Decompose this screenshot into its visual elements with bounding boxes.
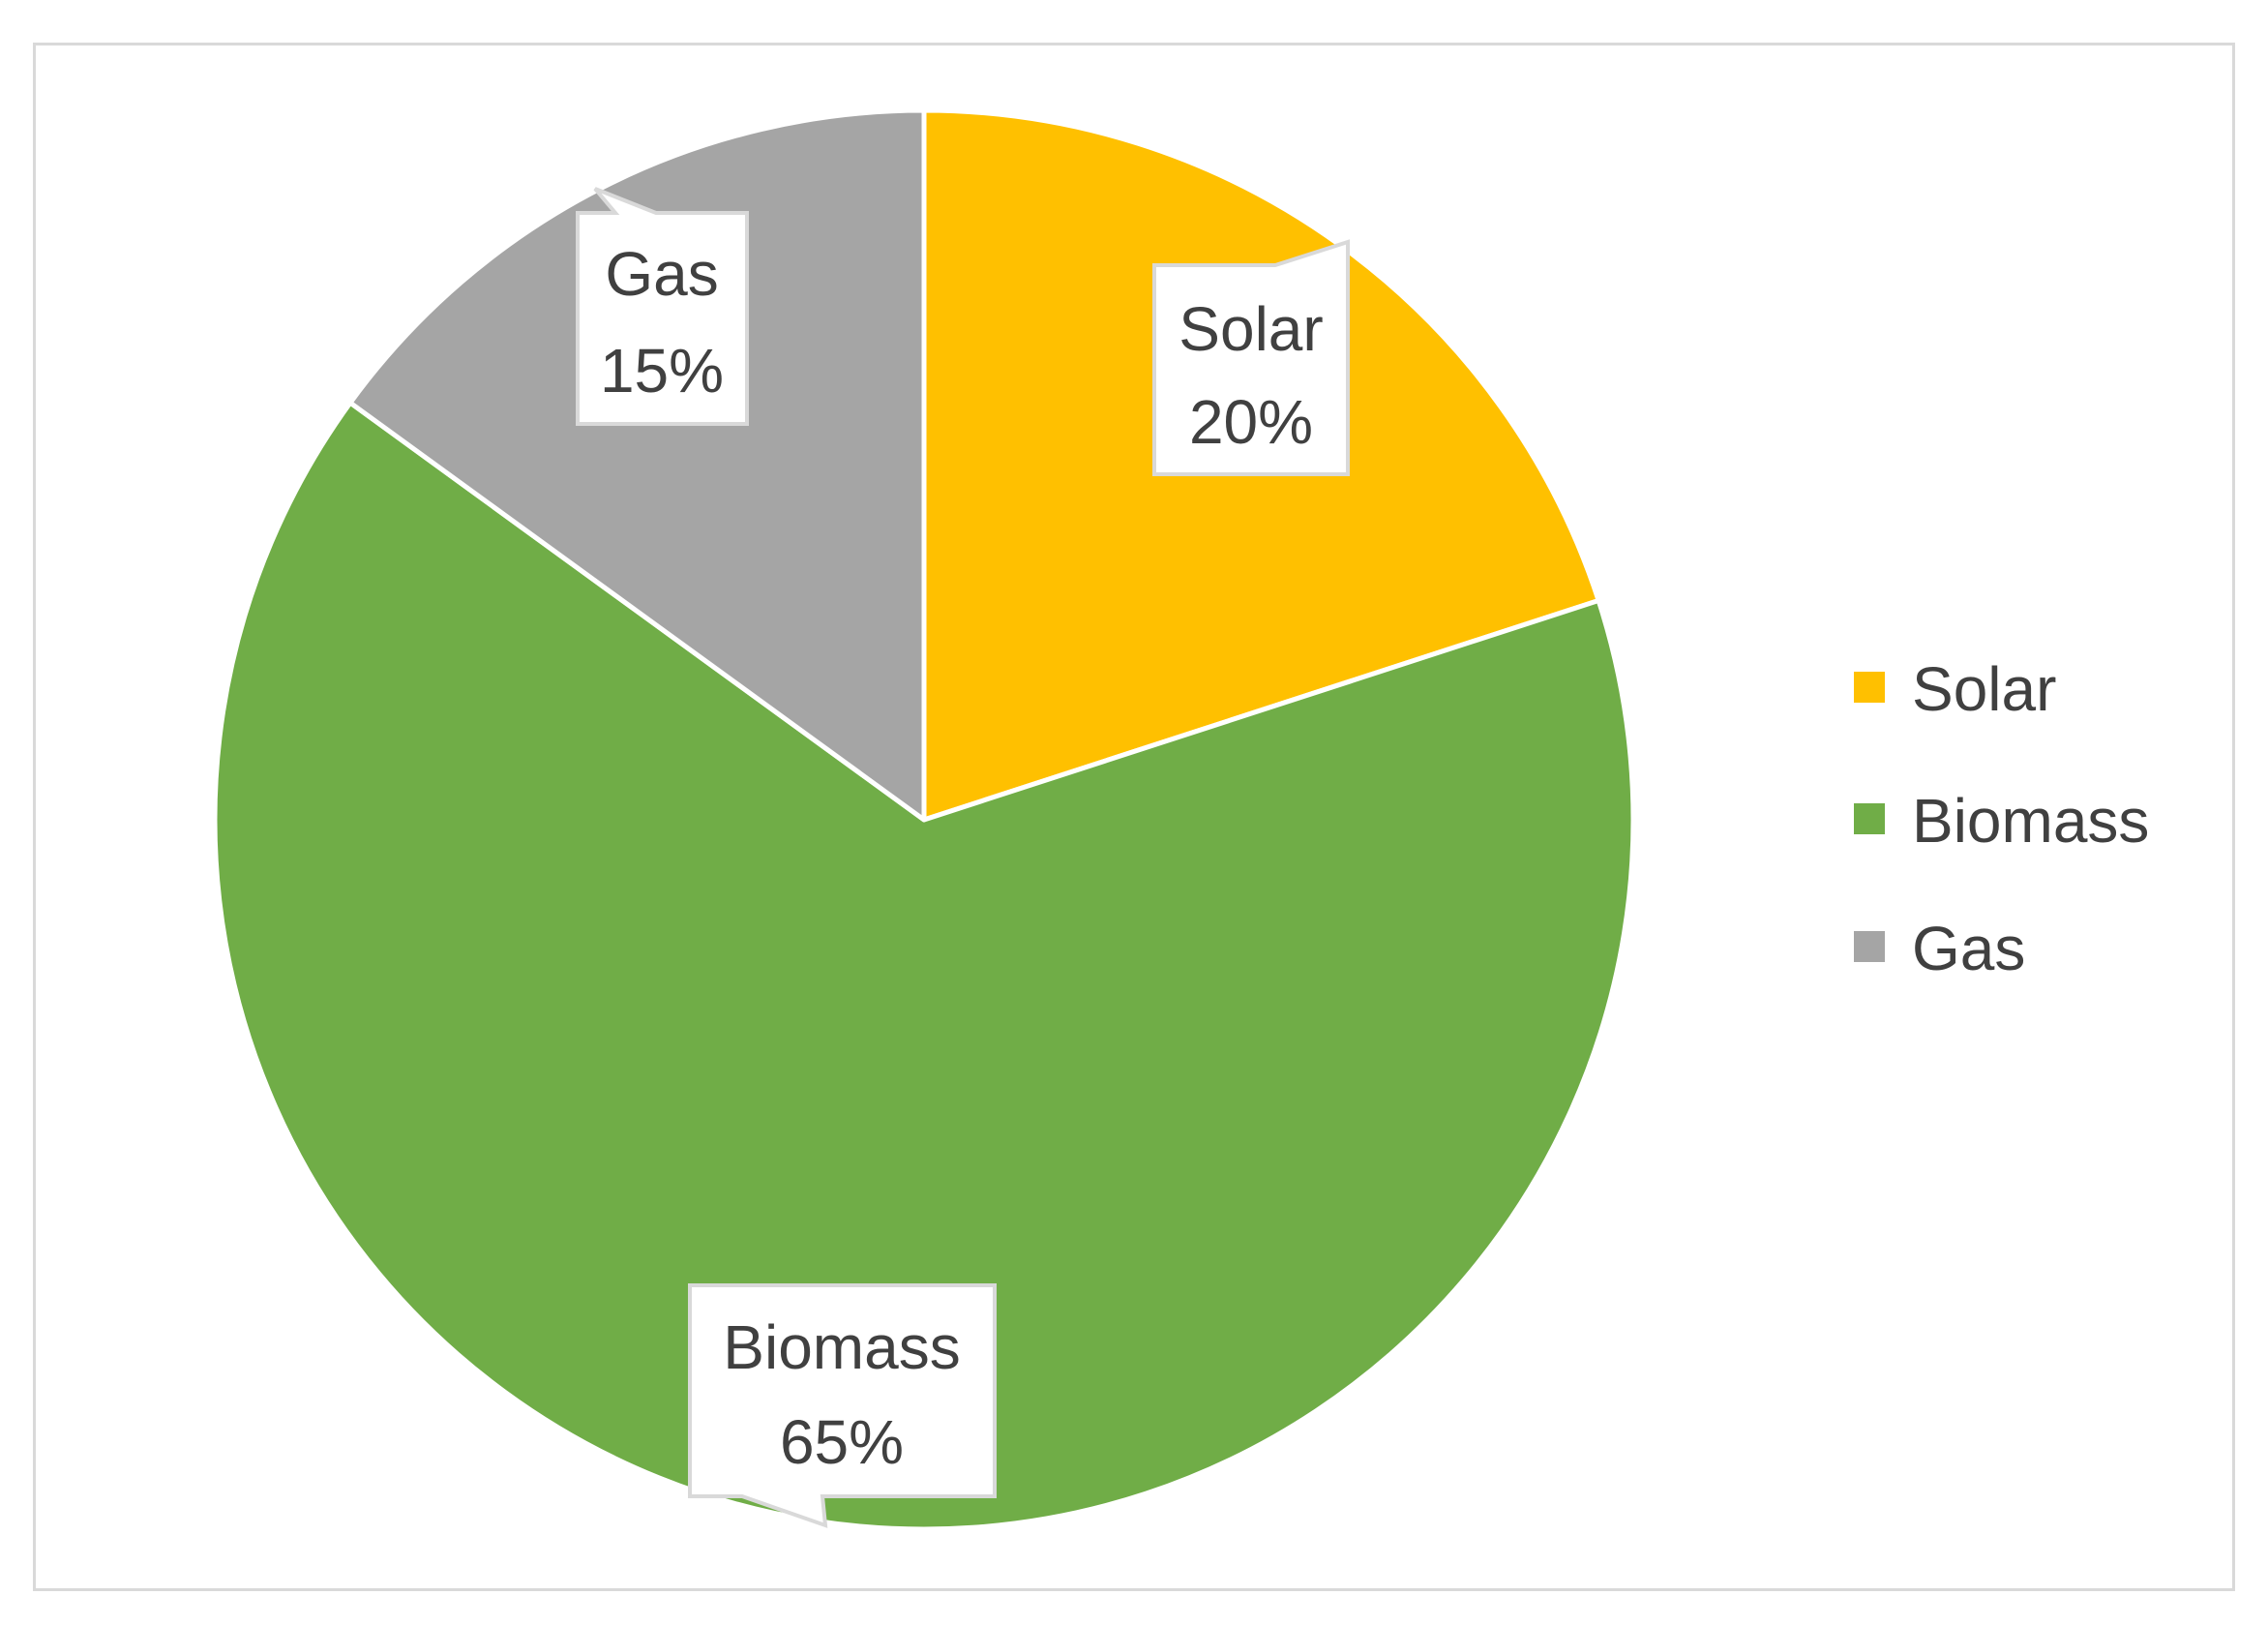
- legend-item-biomass: Biomass: [1854, 786, 2149, 856]
- data-label-biomass-value: 65%: [780, 1407, 904, 1477]
- legend-label-biomass: Biomass: [1912, 786, 2149, 856]
- legend: Solar Biomass Gas: [1854, 654, 2149, 983]
- legend-swatch-biomass: [1854, 803, 1885, 834]
- legend-item-gas: Gas: [1854, 914, 2025, 983]
- data-label-biomass: Biomass 65%: [688, 1283, 997, 1528]
- callout-box-gas: [576, 187, 749, 426]
- legend-swatch-solar: [1854, 672, 1885, 703]
- legend-label-solar: Solar: [1912, 654, 2056, 724]
- callout-box-solar: [1152, 239, 1350, 476]
- data-label-gas-name: Gas: [605, 239, 718, 309]
- data-label-gas-value: 15%: [600, 336, 724, 406]
- data-label-solar-name: Solar: [1179, 294, 1323, 364]
- legend-item-solar: Solar: [1854, 654, 2056, 724]
- data-labels: Solar 20% Gas 15% Biomass 65%: [576, 187, 1350, 1528]
- data-label-gas: Gas 15%: [576, 187, 749, 426]
- data-label-solar: Solar 20%: [1152, 239, 1350, 476]
- legend-swatch-gas: [1854, 931, 1885, 962]
- pie-slice-gas: [347, 107, 927, 823]
- callout-box-biomass: [688, 1283, 997, 1528]
- legend-label-gas: Gas: [1912, 914, 2025, 983]
- data-label-solar-value: 20%: [1189, 387, 1313, 457]
- data-label-biomass-name: Biomass: [723, 1312, 960, 1382]
